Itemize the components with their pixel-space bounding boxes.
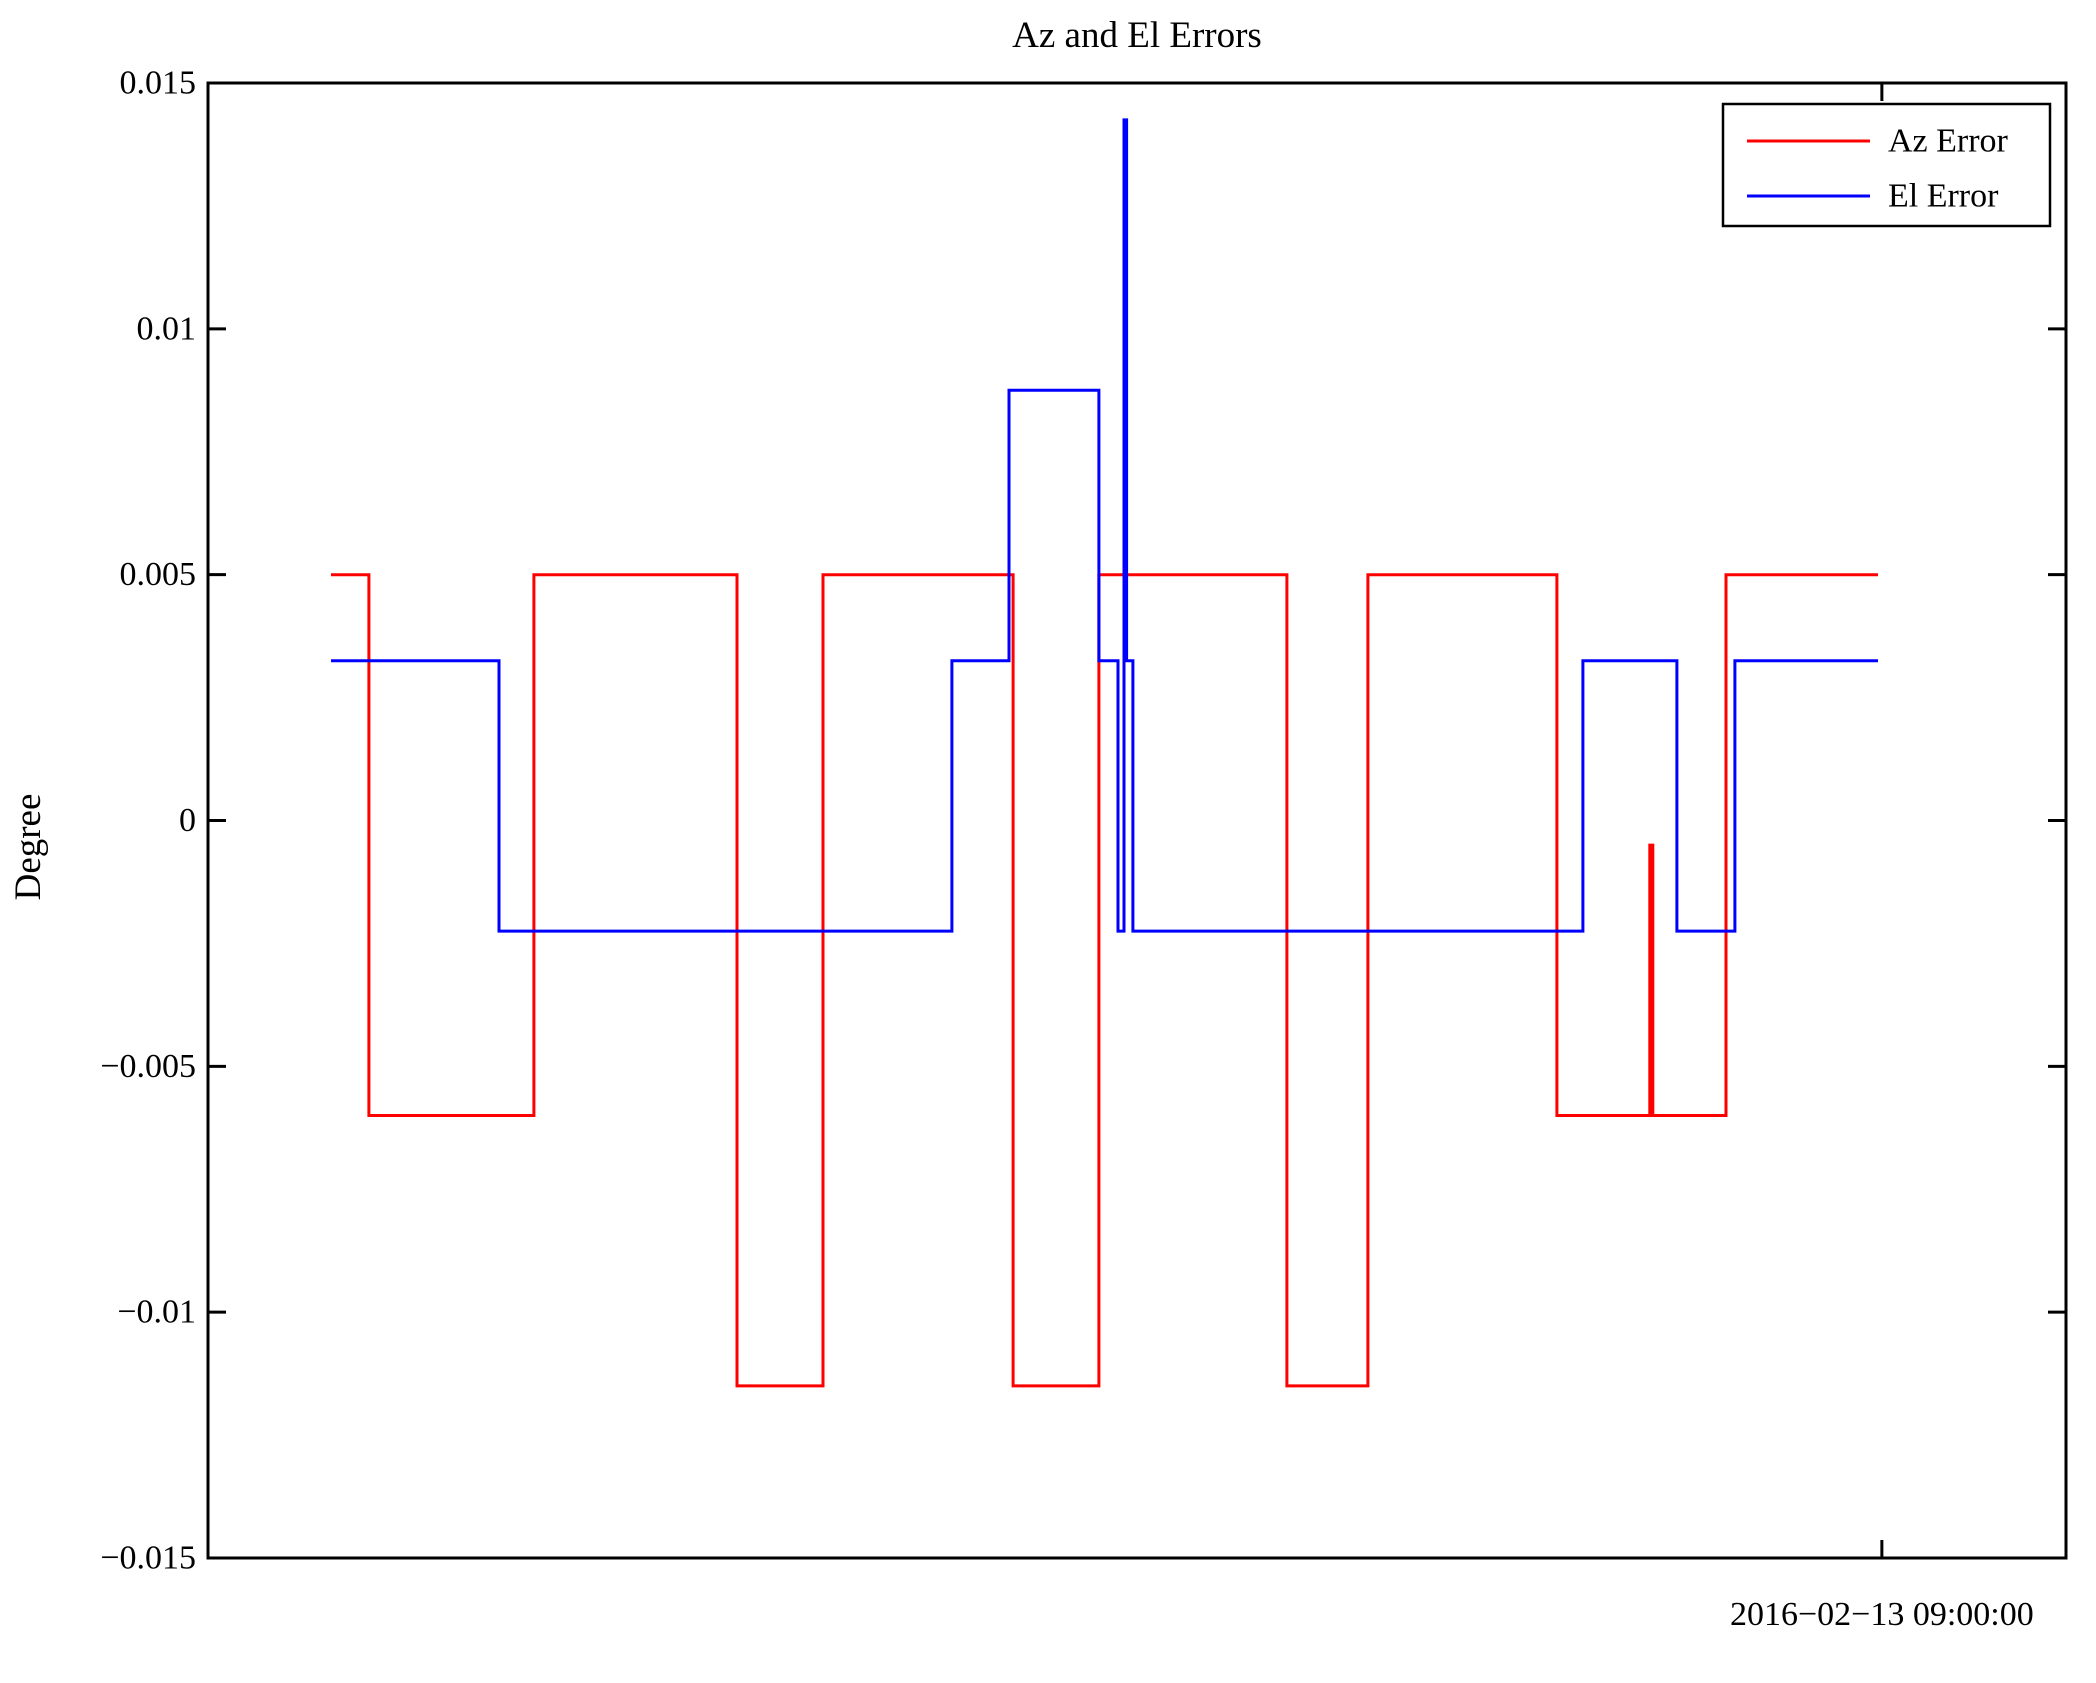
y-tick-label: −0.015 <box>100 1540 196 1577</box>
az-error-line <box>331 573 1878 1388</box>
y-tick-labels: 0.015 0.01 0.005 0 −0.005 −0.01 −0.015 <box>100 65 196 1577</box>
y-tick-label: 0 <box>179 802 196 839</box>
y-tick-label: 0.01 <box>137 310 197 347</box>
x-tick-label: 2016−02−13 09:00:00 <box>1730 1596 2034 1633</box>
legend: Az Error El Error <box>1721 102 2052 228</box>
data-series <box>331 118 1878 1388</box>
plot-border <box>206 81 2068 1560</box>
y-tick-label: 0.015 <box>120 65 197 102</box>
legend-az-label: Az Error <box>1888 123 2009 160</box>
y-axis-label: Degree <box>8 794 49 901</box>
el-error-line <box>331 118 1878 933</box>
axis-ticks <box>208 81 2066 1560</box>
y-tick-label: −0.005 <box>100 1048 196 1085</box>
chart-title: Az and El Errors <box>1012 15 1262 56</box>
y-tick-label: −0.01 <box>117 1294 196 1331</box>
y-tick-label: 0.005 <box>120 556 197 593</box>
legend-box <box>1721 102 2052 228</box>
legend-el-label: El Error <box>1888 178 1999 215</box>
